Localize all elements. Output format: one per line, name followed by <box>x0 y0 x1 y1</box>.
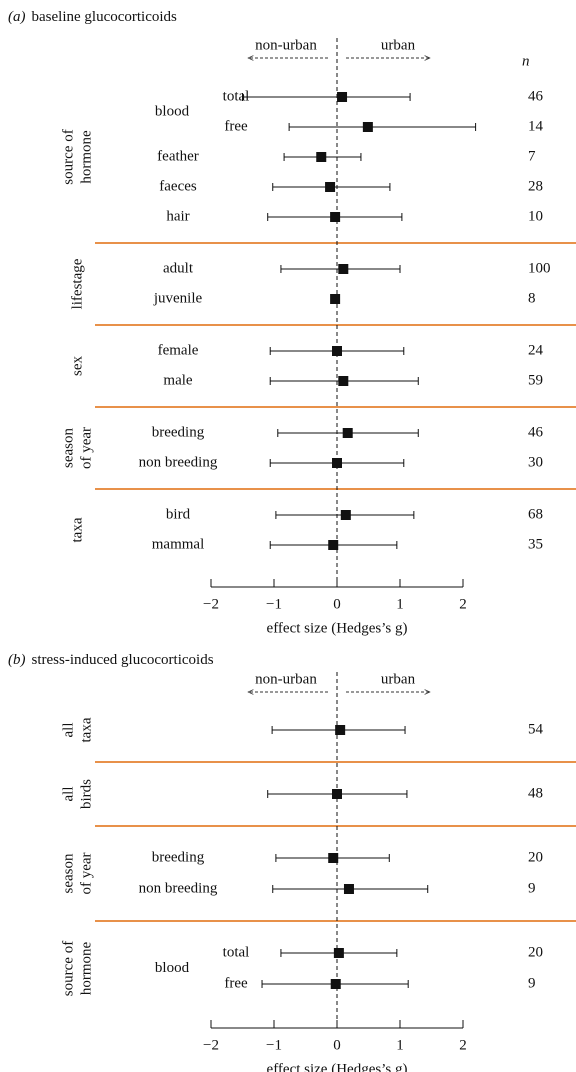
n-value: 20 <box>528 944 543 960</box>
group-label: source of <box>60 129 76 184</box>
point-estimate <box>325 182 335 192</box>
subgroup-label: blood <box>155 103 190 119</box>
panel-label: (b) <box>8 652 26 668</box>
subgroup-label: blood <box>155 960 190 976</box>
group-label: season <box>60 853 76 893</box>
n-value: 10 <box>528 208 543 224</box>
point-estimate <box>344 884 354 894</box>
group-label: lifestage <box>69 258 85 309</box>
x-tick-label: 0 <box>333 1037 341 1053</box>
row-label: juvenile <box>153 290 203 306</box>
point-estimate <box>334 948 344 958</box>
n-value: 24 <box>528 342 544 358</box>
group-label: birds <box>78 779 94 809</box>
row-label: free <box>224 975 248 991</box>
n-value: 7 <box>528 148 536 164</box>
x-tick-label: −2 <box>203 1037 219 1053</box>
row-label: bird <box>166 506 191 522</box>
row-label: total <box>223 88 250 104</box>
x-axis-label: effect size (Hedges’s g) <box>267 620 408 636</box>
x-tick-label: 1 <box>396 596 404 612</box>
point-estimate <box>331 979 341 989</box>
group-label: sex <box>69 356 85 376</box>
group-label: season <box>60 428 76 468</box>
group-label: hormone <box>78 130 94 184</box>
right-label: urban <box>381 37 416 53</box>
group-label: hormone <box>78 942 94 996</box>
panel-label: (a) <box>8 9 26 25</box>
n-value: 30 <box>528 454 543 470</box>
panel-title-text: baseline glucocorticoids <box>32 9 178 25</box>
group-label: taxa <box>78 717 94 742</box>
row-label: breeding <box>152 424 205 440</box>
n-value: 100 <box>528 260 551 276</box>
row-label: adult <box>163 260 194 276</box>
n-value: 14 <box>528 118 544 134</box>
left-label: non-urban <box>255 671 317 687</box>
x-tick-label: −1 <box>266 1037 282 1053</box>
point-estimate <box>330 294 340 304</box>
x-axis-label: effect size (Hedges’s g) <box>267 1061 408 1072</box>
row-label: male <box>163 372 192 388</box>
n-value: 9 <box>528 880 536 896</box>
point-estimate <box>337 92 347 102</box>
row-label: total <box>223 944 250 960</box>
n-header: n <box>522 53 530 69</box>
row-label: non breeding <box>139 880 218 896</box>
point-estimate <box>363 122 373 132</box>
point-estimate <box>341 510 351 520</box>
n-value: 35 <box>528 536 543 552</box>
n-value: 54 <box>528 721 544 737</box>
right-label: urban <box>381 671 416 687</box>
row-label: faeces <box>159 178 197 194</box>
group-label: all <box>60 723 76 738</box>
x-tick-label: 2 <box>459 1037 467 1053</box>
group-label: taxa <box>69 517 85 542</box>
row-label: hair <box>166 208 189 224</box>
x-tick-label: 2 <box>459 596 467 612</box>
n-value: 28 <box>528 178 543 194</box>
panel-title-text: stress-induced glucocorticoids <box>32 652 214 668</box>
group-label: all <box>60 787 76 802</box>
panel-title: (b) stress-induced glucocorticoids <box>8 652 214 668</box>
point-estimate <box>330 212 340 222</box>
n-value: 8 <box>528 290 536 306</box>
point-estimate <box>338 264 348 274</box>
row-label: female <box>158 342 199 358</box>
n-value: 46 <box>528 424 544 440</box>
point-estimate <box>338 376 348 386</box>
n-value: 59 <box>528 372 543 388</box>
point-estimate <box>343 428 353 438</box>
panel-title: (a) baseline glucocorticoids <box>8 9 177 25</box>
row-label: feather <box>157 148 199 164</box>
n-value: 46 <box>528 88 544 104</box>
x-tick-label: 1 <box>396 1037 404 1053</box>
n-value: 48 <box>528 785 543 801</box>
figure: (a) baseline glucocorticoids non-urban urba… <box>0 0 576 1072</box>
x-tick-label: −2 <box>203 596 219 612</box>
group-label: source of <box>60 941 76 996</box>
row-label: breeding <box>152 849 205 865</box>
n-value: 20 <box>528 849 543 865</box>
x-tick-label: −1 <box>266 596 282 612</box>
n-value: 9 <box>528 975 536 991</box>
point-estimate <box>316 152 326 162</box>
left-label: non-urban <box>255 37 317 53</box>
row-label: mammal <box>152 536 205 552</box>
group-label: of year <box>78 852 94 894</box>
row-label: non breeding <box>139 454 218 470</box>
n-value: 68 <box>528 506 543 522</box>
x-tick-label: 0 <box>333 596 341 612</box>
row-label: free <box>224 118 248 134</box>
group-label: of year <box>78 427 94 469</box>
